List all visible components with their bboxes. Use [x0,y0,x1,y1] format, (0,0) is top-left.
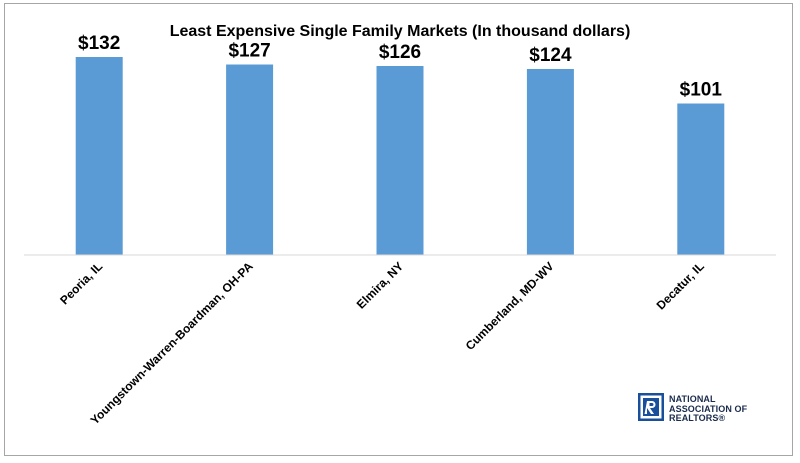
bar-2 [376,66,424,255]
bars-layer [75,57,725,255]
value-label-3: $124 [529,45,572,66]
nar-logo: NATIONAL ASSOCIATION OF REALTORS® [638,393,788,429]
value-label-2: $126 [379,42,421,63]
bar-1 [226,64,274,255]
bar-4 [677,103,725,255]
x-tick-label-4: Decatur, IL [654,259,707,312]
chart-title: Least Expensive Single Family Markets (I… [170,23,631,40]
value-label-0: $132 [78,33,120,54]
value-labels-layer: $132 $127 $126 $124 $101 [78,33,722,101]
bar-0 [75,57,123,255]
value-label-1: $127 [228,41,270,62]
realtor-r-icon [638,393,664,421]
logo-line-2: ASSOCIATION OF [669,403,748,414]
x-tick-label-3: Cumberland, MD-WV [463,259,557,353]
logo-line-1: NATIONAL [669,394,716,404]
logo-line-3: REALTORS® [669,413,726,423]
logo-wordmark: NATIONAL ASSOCIATION OF REALTORS® [669,394,748,424]
x-tick-label-2: Elmira, NY [354,259,406,311]
value-label-4: $101 [680,80,723,101]
x-tick-label-1: Youngstown-Warren-Boardman, OH-PA [88,259,256,427]
x-tick-label-0: Peoria, IL [57,259,105,307]
bar-3 [526,69,574,255]
